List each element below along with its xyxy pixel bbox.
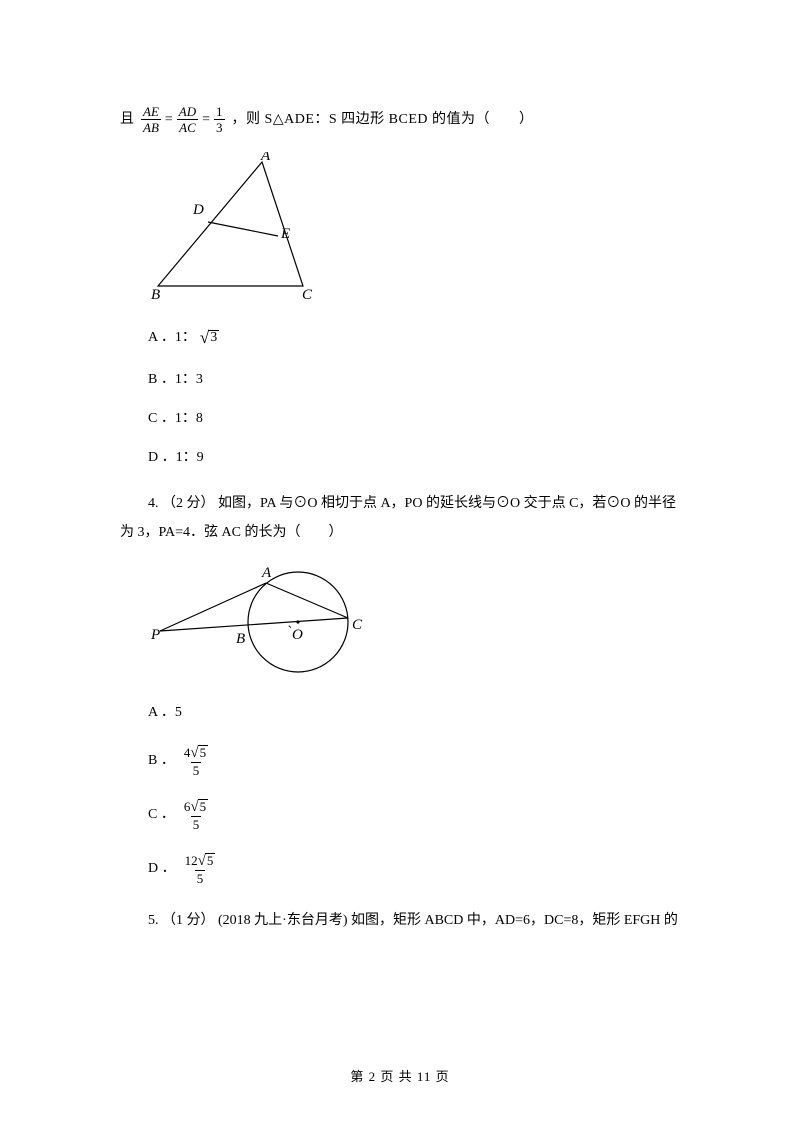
page-footer: 第 2 页 共 11 页 — [0, 1067, 800, 1087]
q3-lead-prefix: 且 — [120, 109, 134, 130]
q3-lead-mid: ，则 S△ADE：S 四边形 BCED 的值为（ ） — [232, 109, 534, 130]
q4-label-C: C — [352, 617, 363, 633]
q3-svg: B C A D E — [148, 152, 318, 300]
q4-label-A: A — [261, 565, 272, 581]
q4-label-P: P — [150, 627, 160, 643]
q4-optB-prefix: B ． — [148, 750, 175, 771]
q4-optD-prefix: D ． — [148, 858, 176, 879]
q3-label-D: D — [192, 202, 204, 218]
q4-option-c: C ． 6√5 5 — [148, 799, 680, 831]
q4-optD-frac: 12√5 5 — [183, 853, 218, 885]
q3-option-b: B ．1：3 — [148, 369, 680, 390]
q4-stem-line2: 为 3，PA=4．弦 AC 的长为（ ） — [120, 522, 680, 543]
q3-label-A: A — [260, 152, 271, 164]
q3-option-a: A ．1： √3 — [148, 325, 680, 351]
q4-optC-frac: 6√5 5 — [182, 799, 210, 831]
q3-option-c: C ．1：8 — [148, 408, 680, 429]
q3-frac-ad-ac: AD AC — [177, 105, 198, 134]
q5-stem: 5. （1 分） (2018 九上·东台月考) 如图，矩形 ABCD 中，AD=… — [120, 907, 680, 935]
q4-optC-prefix: C ． — [148, 804, 175, 825]
q3-option-d: D ．1：9 — [148, 447, 680, 468]
q3-label-C: C — [302, 287, 313, 300]
q3-optA-prefix: A ．1： — [148, 327, 196, 348]
q3-frac-ae-ab: AE AB — [141, 105, 161, 134]
q4-svg: P A B C ̀O — [148, 557, 378, 677]
q4-stem-line1: 4. （2 分） 如图，PA 与⊙O 相切于点 A，PO 的延长线与⊙O 交于点… — [120, 490, 680, 518]
q4-label-O: ̀O — [288, 626, 303, 643]
q3-optA-rad: 3 — [208, 330, 219, 345]
q4-option-b: B ． 4√5 5 — [148, 745, 680, 777]
q4-diagram: P A B C ̀O — [148, 557, 680, 684]
eq-2: = — [202, 109, 210, 130]
q4-optB-frac: 4√5 5 — [182, 745, 210, 777]
exam-page: { "q3": { "lead_prefix": "且", "lead_mid"… — [0, 0, 800, 1132]
q4-option-d: D ． 12√5 5 — [148, 853, 680, 885]
q3-label-E: E — [280, 226, 290, 242]
q3-label-B: B — [151, 287, 160, 300]
q4-option-a: A ．5 — [148, 702, 680, 723]
q3-lead-line: 且 AE AB = AD AC = 1 3 ，则 S△ADE：S 四边形 BCE… — [120, 105, 680, 134]
q4-label-B: B — [236, 631, 245, 647]
eq-1: = — [165, 109, 173, 130]
q3-diagram: B C A D E — [148, 152, 680, 307]
q3-frac-1-3: 1 3 — [214, 105, 225, 134]
